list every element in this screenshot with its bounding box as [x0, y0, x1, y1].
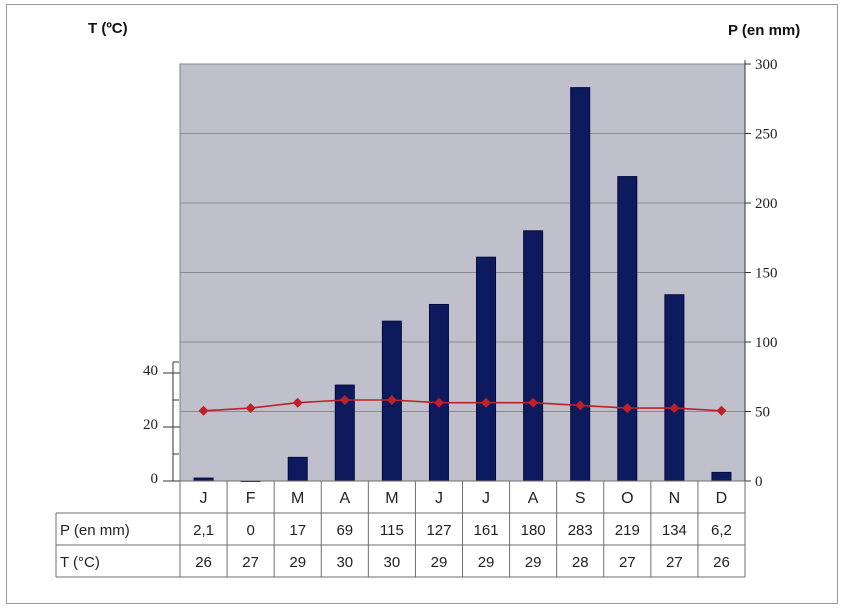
precipitation-bar [287, 456, 308, 482]
temperature-line [203, 399, 722, 412]
right-tick-label: 0 [755, 474, 763, 490]
temp-cell: 27 [666, 554, 683, 571]
temp-cell: 29 [478, 554, 495, 571]
temp-cell: 29 [431, 554, 448, 571]
table-row-label: T (°C) [60, 554, 100, 571]
right-tick-label: 200 [755, 196, 778, 212]
temperature-marker [575, 400, 586, 411]
precip-cell: 219 [615, 522, 640, 539]
left-tick-label: 0 [151, 471, 159, 487]
precip-cell: 283 [568, 522, 593, 539]
temperature-marker [481, 397, 492, 408]
month-label: J [482, 490, 490, 507]
precipitation-bar [476, 256, 497, 482]
month-label: M [385, 490, 398, 507]
month-label: F [246, 490, 256, 507]
precip-cell: 2,1 [193, 522, 214, 539]
month-label: A [339, 490, 350, 507]
right-tick-label: 300 [755, 57, 778, 73]
temp-cell: 26 [713, 554, 730, 571]
right-tick-label: 50 [755, 405, 770, 421]
temp-cell: 29 [525, 554, 542, 571]
precip-cell: 0 [246, 522, 254, 539]
right-axis-title: P (en mm) [728, 22, 801, 39]
temperature-marker [528, 397, 539, 408]
precipitation-bar [617, 176, 638, 482]
temp-cell: 28 [572, 554, 589, 571]
precipitation-bar [570, 87, 591, 482]
table-row-label: P (en mm) [60, 522, 130, 539]
precipitation-bar [428, 303, 449, 482]
temp-cell: 29 [289, 554, 306, 571]
month-label: S [575, 490, 586, 507]
precip-cell: 69 [336, 522, 353, 539]
temp-cell: 27 [619, 554, 636, 571]
month-label: N [669, 490, 681, 507]
temperature-marker [292, 397, 303, 408]
left-tick-label: 20 [143, 417, 158, 433]
month-label: A [528, 490, 539, 507]
temperature-marker [245, 403, 256, 414]
temperature-marker [433, 397, 444, 408]
precip-cell: 6,2 [711, 522, 732, 539]
precip-cell: 115 [380, 522, 404, 539]
precip-cell: 134 [662, 522, 687, 539]
temp-cell: 30 [384, 554, 401, 571]
precipitation-bar [523, 230, 544, 482]
month-label: D [716, 490, 728, 507]
precip-cell: 161 [474, 522, 499, 539]
temperature-marker [622, 403, 633, 414]
left-tick-label: 40 [143, 363, 158, 379]
temp-cell: 26 [195, 554, 212, 571]
precip-cell: 127 [426, 522, 451, 539]
month-label: J [200, 490, 208, 507]
month-label: O [621, 490, 633, 507]
temperature-marker [339, 395, 350, 405]
temp-cell: 30 [336, 554, 353, 571]
precip-cell: 17 [289, 522, 306, 539]
month-label: J [435, 490, 443, 507]
temperature-marker [198, 405, 209, 416]
temperature-marker [669, 403, 680, 414]
left-axis-title: T (ºC) [88, 20, 128, 37]
month-label: M [291, 490, 304, 507]
precipitation-bar [664, 294, 685, 482]
temperature-marker [716, 405, 727, 416]
right-tick-label: 150 [755, 266, 778, 282]
right-tick-label: 100 [755, 335, 778, 351]
right-tick-label: 250 [755, 127, 778, 143]
precipitation-bar [711, 471, 732, 482]
precip-cell: 180 [521, 522, 546, 539]
temp-cell: 27 [242, 554, 259, 571]
temperature-marker [386, 395, 397, 405]
